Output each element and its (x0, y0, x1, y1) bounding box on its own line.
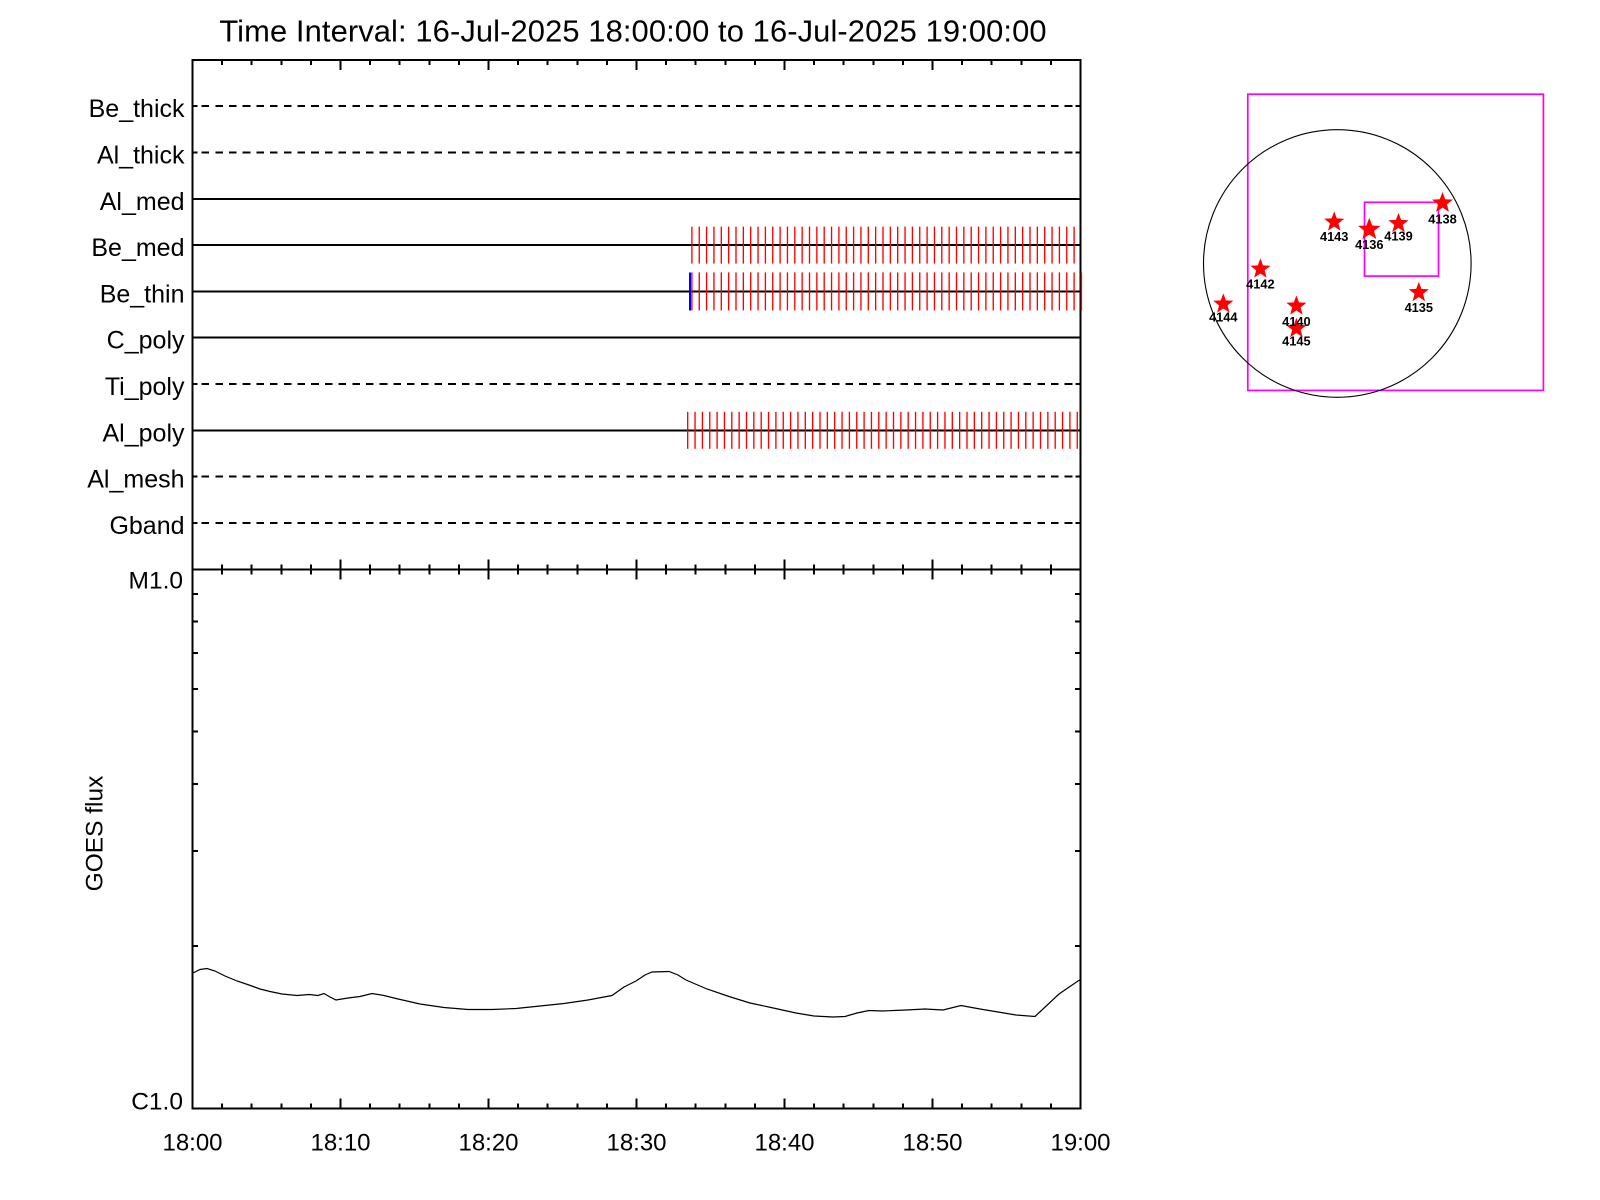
svg-text:18:40: 18:40 (754, 1130, 814, 1157)
svg-text:4136: 4136 (1355, 237, 1383, 252)
svg-text:C1.0: C1.0 (131, 1088, 183, 1115)
svg-text:Time Interval: 16-Jul-2025 18:: Time Interval: 16-Jul-2025 18:00:00 to 1… (219, 14, 1046, 49)
svg-text:4145: 4145 (1282, 334, 1310, 349)
svg-text:4138: 4138 (1428, 212, 1456, 227)
svg-text:4135: 4135 (1405, 300, 1433, 315)
svg-text:4143: 4143 (1320, 229, 1348, 244)
svg-text:18:20: 18:20 (458, 1130, 518, 1157)
svg-text:4144: 4144 (1209, 310, 1238, 325)
svg-text:Al_med: Al_med (100, 188, 185, 216)
svg-text:Al_poly: Al_poly (103, 419, 185, 447)
svg-text:Ti_poly: Ti_poly (105, 373, 185, 401)
svg-text:C_poly: C_poly (107, 327, 185, 355)
svg-text:19:00: 19:00 (1050, 1130, 1110, 1157)
svg-text:4142: 4142 (1246, 276, 1274, 291)
svg-text:18:50: 18:50 (902, 1130, 962, 1157)
svg-text:18:30: 18:30 (606, 1130, 666, 1157)
svg-text:18:00: 18:00 (162, 1130, 222, 1157)
svg-text:Al_mesh: Al_mesh (87, 466, 184, 494)
svg-text:M1.0: M1.0 (129, 568, 183, 595)
svg-text:4140: 4140 (1282, 314, 1310, 329)
svg-text:Gband: Gband (109, 512, 184, 540)
svg-text:Be_thick: Be_thick (89, 95, 185, 123)
svg-text:4139: 4139 (1384, 229, 1412, 244)
svg-text:GOES flux: GOES flux (82, 776, 109, 892)
svg-text:Al_thick: Al_thick (97, 141, 185, 169)
svg-text:18:10: 18:10 (310, 1130, 370, 1157)
svg-text:Be_thin: Be_thin (100, 280, 185, 308)
svg-text:Be_med: Be_med (91, 234, 184, 262)
